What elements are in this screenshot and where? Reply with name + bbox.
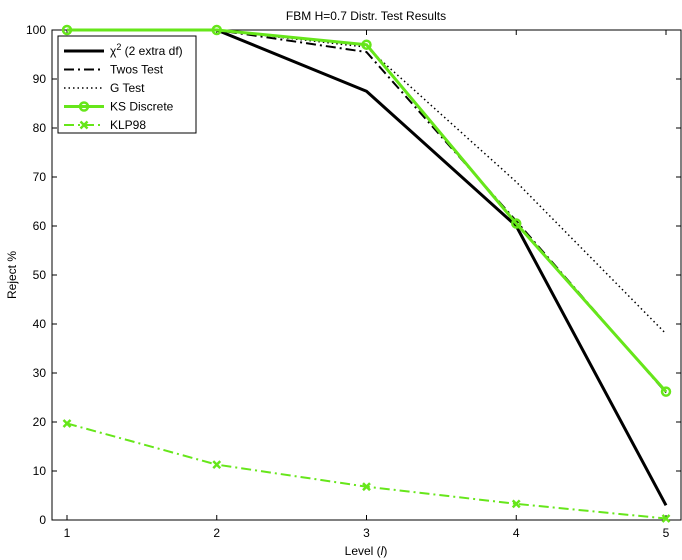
circle-marker xyxy=(78,101,90,112)
x-marker xyxy=(212,460,222,470)
x-tick-label: 2 xyxy=(213,526,220,540)
y-tick-label: 70 xyxy=(33,170,47,184)
legend-entry: G Test xyxy=(64,81,145,95)
legend-entry: KLP98 xyxy=(64,118,146,132)
legend-label: KS Discrete xyxy=(110,100,174,114)
circle-marker xyxy=(361,39,372,50)
x-marker xyxy=(362,482,371,492)
legend: χ2 (2 extra df) Twos Test G Test KS Discret… xyxy=(57,35,197,134)
circle-marker xyxy=(211,24,222,36)
legend-items: χ2 (2 extra df) Twos Test G Test KS Discret… xyxy=(64,42,183,132)
x-tick-label: 4 xyxy=(513,526,520,540)
y-tick-label: 80 xyxy=(33,121,47,135)
y-tick-label: 20 xyxy=(33,415,47,429)
y-axis-label: Reject % xyxy=(5,251,19,299)
series-line xyxy=(67,28,668,393)
x-marker xyxy=(511,499,521,509)
y-tick-label: 0 xyxy=(39,513,46,527)
circle-marker xyxy=(660,386,672,397)
circle-marker xyxy=(511,218,522,229)
series-layer xyxy=(61,24,672,523)
y-tick-label: 10 xyxy=(33,464,47,478)
x-marker xyxy=(661,514,671,523)
y-tick-label: 60 xyxy=(33,219,47,233)
axis-ticks: 0 10 20 30 40 50 60 70 80 90 100 1 2 3 4 5 xyxy=(26,23,681,540)
x-axis-label-var: l xyxy=(381,544,384,558)
chart-title: FBM H=0.7 Distr. Test Results xyxy=(286,9,446,23)
legend-entry: KS Discrete xyxy=(64,100,174,114)
x-axis-label: Level (l) xyxy=(345,544,388,558)
x-axis-label-prefix: Level ( xyxy=(345,544,381,558)
legend-label: Twos Test xyxy=(110,63,164,77)
x-marker xyxy=(62,419,72,428)
circle-marker xyxy=(61,24,73,36)
x-tick-label: 3 xyxy=(363,526,370,540)
legend-label: χ2 (2 extra df) xyxy=(110,42,183,58)
y-tick-label: 50 xyxy=(33,268,47,282)
y-tick-label: 90 xyxy=(33,72,47,86)
x-marker xyxy=(79,120,89,130)
x-axis-label-suffix: ) xyxy=(383,544,387,558)
x-tick-label: 1 xyxy=(64,526,71,540)
x-tick-label: 5 xyxy=(663,526,670,540)
y-tick-label: 40 xyxy=(33,317,47,331)
series-4 xyxy=(62,419,671,523)
series-3 xyxy=(61,24,672,397)
legend-entry: χ2 (2 extra df) xyxy=(64,42,183,58)
legend-entry: Twos Test xyxy=(64,63,164,77)
y-tick-label: 30 xyxy=(33,366,47,380)
legend-label: G Test xyxy=(110,81,145,95)
y-tick-label: 100 xyxy=(26,23,46,37)
legend-label: KLP98 xyxy=(110,118,146,132)
